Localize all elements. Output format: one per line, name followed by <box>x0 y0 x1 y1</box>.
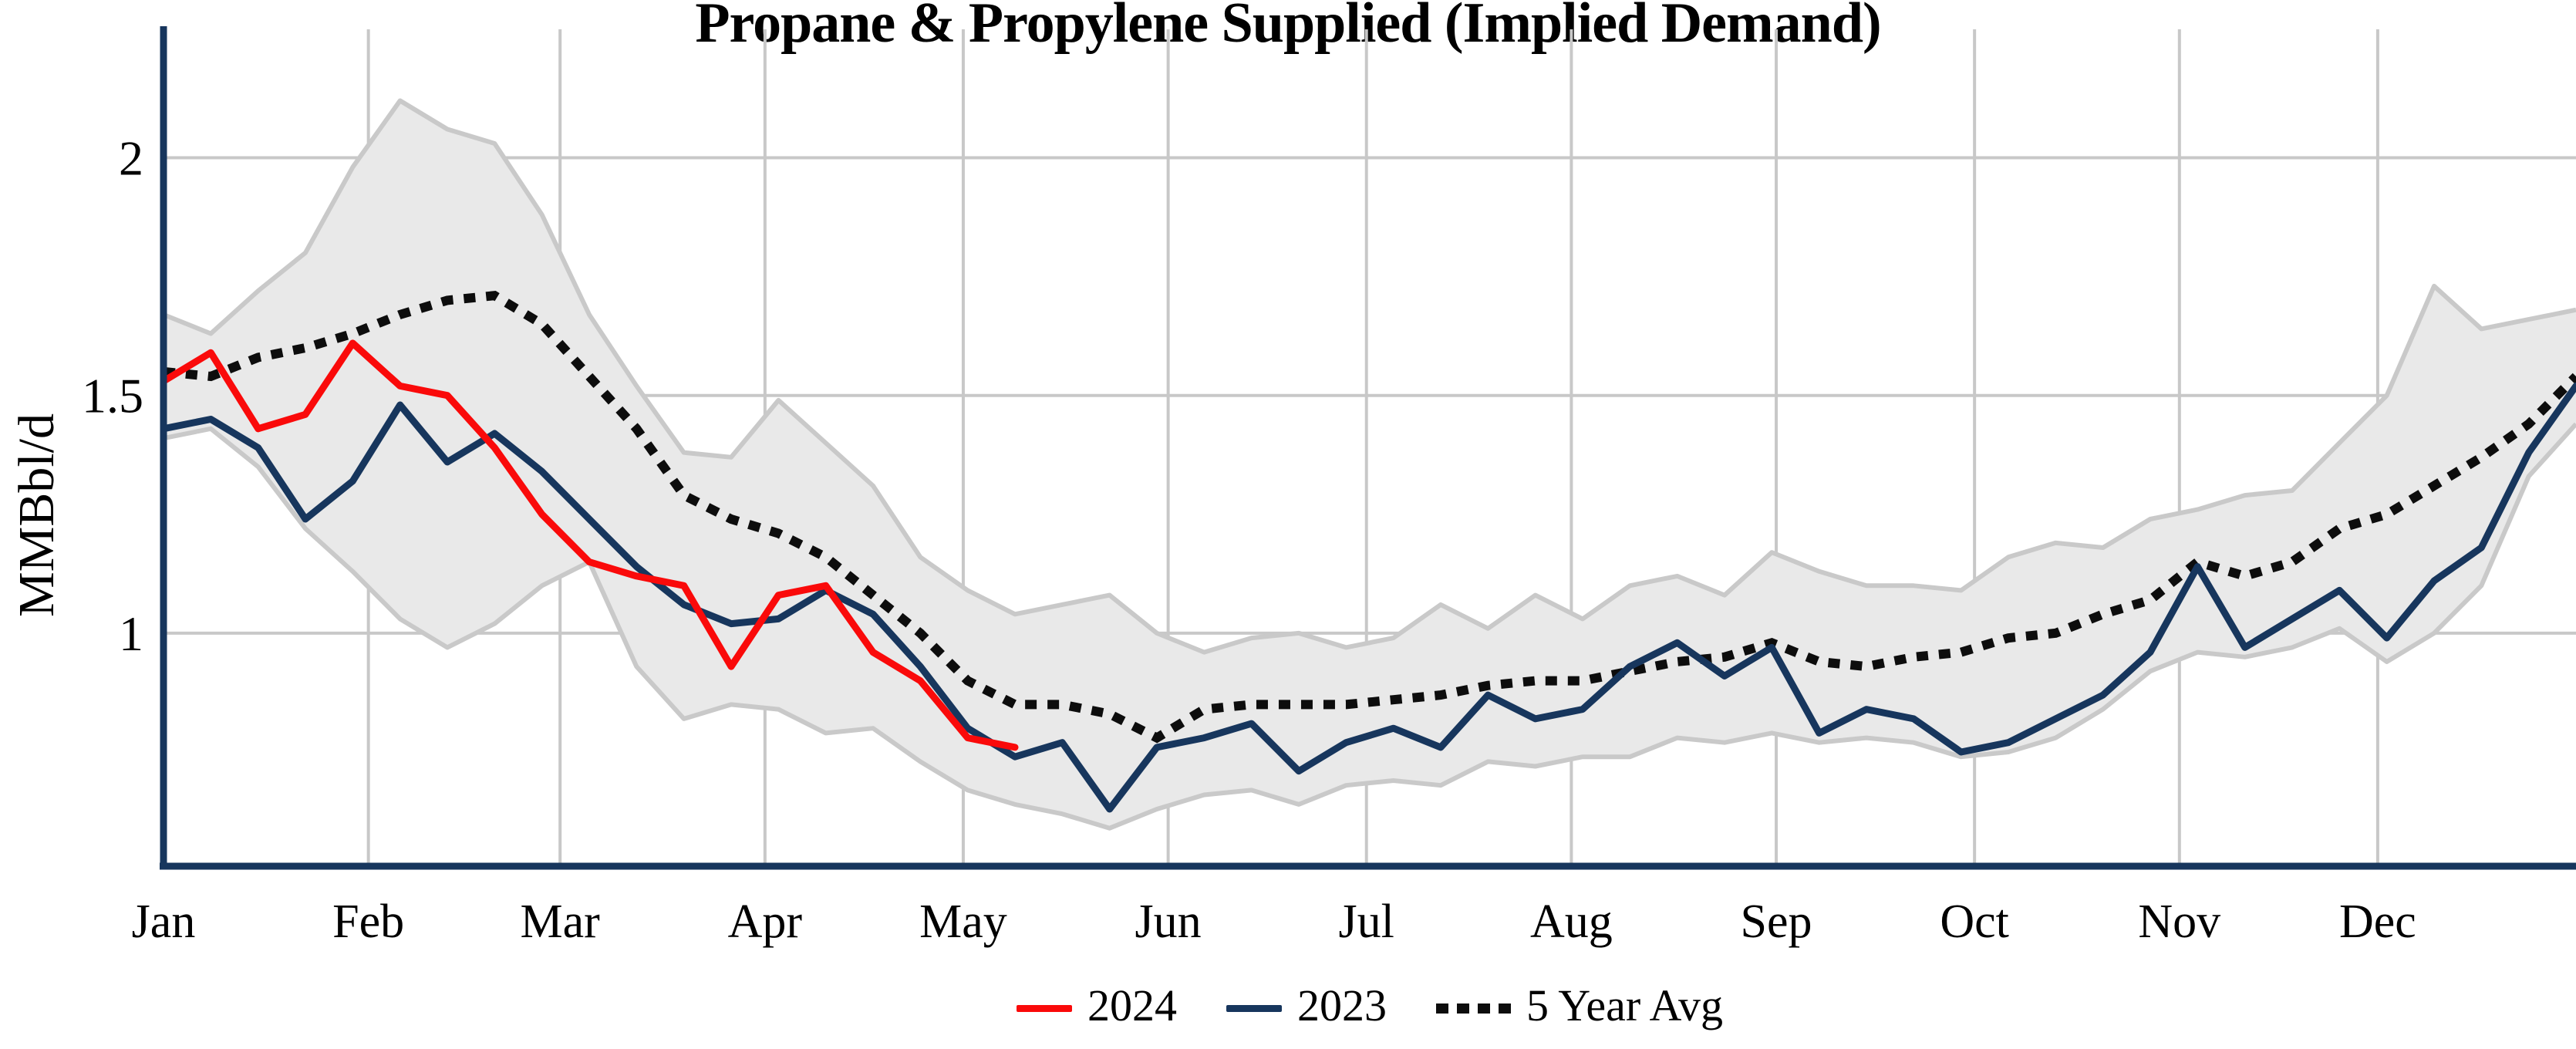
x-tick-label-may: May <box>919 896 1007 948</box>
x-tick-label-jun: Jun <box>1135 896 1202 948</box>
legend: 2024 2023 5 Year Avg <box>164 973 2576 1043</box>
legend-avg-dotted-swatch <box>1435 1003 1511 1014</box>
legend-2024-line-swatch <box>1016 1004 1072 1012</box>
x-tick-label-feb: Feb <box>332 896 404 948</box>
legend-2024-label: 2024 <box>1087 980 1177 1030</box>
x-tick-label-apr: Apr <box>728 896 803 948</box>
y-tick-label-1.5: 1.5 <box>82 369 143 423</box>
legend-item-5yr-avg: 5 Year Avg <box>1435 980 1724 1033</box>
x-tick-label-jul: Jul <box>1339 896 1394 948</box>
band-upper-edge <box>162 98 2576 655</box>
chart-title: Propane & Propylene Supplied (Implied De… <box>695 0 1881 55</box>
legend-2023-label: 2023 <box>1296 980 1387 1030</box>
legend-item-2024: 2024 <box>1016 980 1177 1033</box>
series-2024 <box>160 339 1019 751</box>
x-tick-label-jan: Jan <box>132 896 196 948</box>
series-5-year-avg <box>163 291 2576 744</box>
legend-avg-label: 5 Year Avg <box>1526 980 1724 1030</box>
legend-item-2023: 2023 <box>1226 983 1387 1033</box>
x-tick-label-nov: Nov <box>2138 896 2220 948</box>
series-2023 <box>160 382 2576 813</box>
legend-2023-line-swatch <box>1226 1004 1282 1012</box>
x-tick-label-oct: Oct <box>1940 896 2009 948</box>
x-tick-label-dec: Dec <box>2339 896 2416 948</box>
y-tick-label-1: 1 <box>119 606 143 661</box>
x-tick-label-mar: Mar <box>521 896 601 948</box>
x-tick-label-aug: Aug <box>1530 896 1613 948</box>
five-year-range-band <box>164 100 2576 828</box>
x-tick-label-sep: Sep <box>1741 896 1812 948</box>
y-tick-label-2: 2 <box>119 130 143 185</box>
band-lower-edge <box>163 422 2576 831</box>
